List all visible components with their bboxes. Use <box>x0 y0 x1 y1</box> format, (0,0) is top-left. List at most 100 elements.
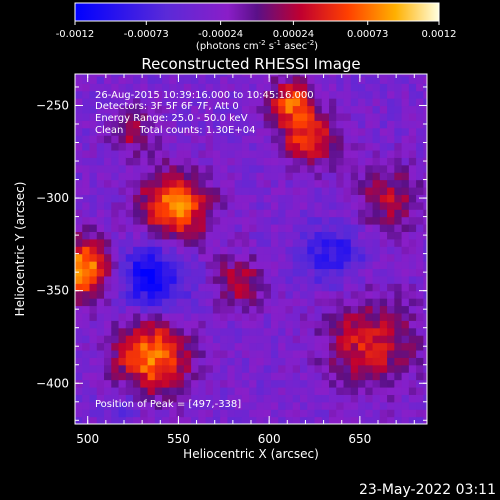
heatmap-cell <box>285 172 294 181</box>
heatmap-cell <box>241 327 250 336</box>
heatmap-cell <box>321 401 330 410</box>
heatmap-cell <box>401 238 410 247</box>
heatmap-cell <box>104 305 112 314</box>
heatmap-cell <box>198 409 207 418</box>
heatmap-cell <box>350 201 359 210</box>
heatmap-cell <box>82 112 91 121</box>
heatmap-cell <box>75 127 83 136</box>
heatmap-cell <box>183 320 192 329</box>
heatmap-cell <box>314 112 323 121</box>
heatmap-cell <box>408 327 417 336</box>
heatmap-cell <box>169 172 178 181</box>
heatmap-cell <box>118 216 127 225</box>
heatmap-cell <box>133 98 141 107</box>
heatmap-cell <box>212 120 221 129</box>
heatmap-cell <box>343 83 352 92</box>
heatmap-cell <box>343 312 352 321</box>
heatmap-cell <box>220 290 229 299</box>
heatmap-cell <box>292 364 301 373</box>
heatmap-cell <box>350 172 359 181</box>
heatmap-cell <box>162 179 170 188</box>
heatmap-cell <box>270 253 279 262</box>
heatmap-cell <box>191 127 199 136</box>
heatmap-cell <box>343 112 352 121</box>
heatmap-cell <box>278 201 287 210</box>
heatmap-cell <box>133 75 141 84</box>
heatmap-cell <box>387 379 395 388</box>
heatmap-cell <box>89 135 98 144</box>
heatmap-cell <box>89 305 98 314</box>
heatmap-cell <box>147 335 156 344</box>
heatmap-cell <box>241 75 250 84</box>
heatmap-cell <box>118 409 127 418</box>
heatmap-cell <box>343 401 352 410</box>
heatmap-cell <box>379 224 388 233</box>
heatmap-cell <box>89 335 98 344</box>
heatmap-cell <box>285 238 294 247</box>
heatmap-cell <box>358 349 366 358</box>
heatmap-cell <box>241 246 250 255</box>
heatmap-cell <box>270 142 279 151</box>
heatmap-cell <box>336 105 345 114</box>
heatmap-cell <box>89 75 98 84</box>
heatmap-cell <box>321 290 330 299</box>
heatmap-cell <box>401 201 410 210</box>
heatmap-cell <box>234 224 243 233</box>
heatmap-cell <box>104 186 112 195</box>
heatmap-cell <box>104 327 112 336</box>
heatmap-cell <box>118 105 127 114</box>
heatmap-cell <box>343 275 352 284</box>
heatmap-cell <box>365 224 374 233</box>
heatmap-cell <box>198 342 207 351</box>
heatmap-cell <box>394 290 403 299</box>
heatmap-cell <box>169 186 178 195</box>
heatmap-cell <box>299 209 308 218</box>
heatmap-cell <box>423 172 427 181</box>
heatmap-cell <box>191 149 199 158</box>
heatmap-cell <box>118 209 127 218</box>
heatmap-cell <box>263 305 272 314</box>
heatmap-cell <box>314 372 323 381</box>
heatmap-cell <box>343 320 352 329</box>
heatmap-cell <box>220 127 229 136</box>
heatmap-cell <box>263 112 272 121</box>
heatmap-cell <box>183 335 192 344</box>
heatmap-cell <box>96 275 105 284</box>
heatmap-cell <box>104 335 112 344</box>
heatmap-cell <box>416 135 424 144</box>
heatmap-cell <box>249 157 258 166</box>
heatmap-cell <box>234 275 243 284</box>
heatmap-cell <box>423 261 427 270</box>
heatmap-cell <box>111 379 120 388</box>
heatmap-cell <box>205 238 214 247</box>
heatmap-cell <box>147 201 156 210</box>
heatmap-cell <box>343 283 352 292</box>
heatmap-cell <box>198 335 207 344</box>
heatmap-cell <box>401 83 410 92</box>
heatmap-cell <box>278 75 287 84</box>
heatmap-cell <box>329 416 337 424</box>
heatmap-cell <box>205 283 214 292</box>
heatmap-cell <box>227 320 236 329</box>
heatmap-cell <box>227 335 236 344</box>
heatmap-cell <box>365 320 374 329</box>
heatmap-cell <box>191 186 199 195</box>
heatmap-cell <box>408 83 417 92</box>
heatmap-cell <box>183 394 192 403</box>
heatmap-cell <box>220 238 229 247</box>
heatmap-cell <box>212 201 221 210</box>
heatmap-cell <box>227 379 236 388</box>
heatmap-cell <box>350 349 359 358</box>
heatmap-cell <box>176 238 185 247</box>
heatmap-cell <box>75 283 83 292</box>
heatmap-cell <box>205 75 214 84</box>
heatmap-cell <box>227 135 236 144</box>
heatmap-cell <box>140 201 149 210</box>
heatmap-cell <box>140 74 149 77</box>
heatmap-cell <box>394 327 403 336</box>
heatmap-cell <box>401 186 410 195</box>
heatmap-cell <box>372 327 381 336</box>
heatmap-cell <box>75 401 83 410</box>
heatmap-cell <box>227 283 236 292</box>
